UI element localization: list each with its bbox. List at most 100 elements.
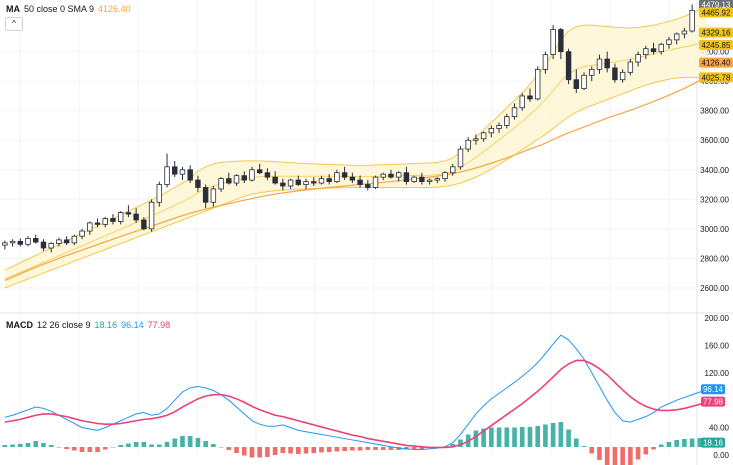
macd-histogram-bar	[241, 447, 247, 456]
macd-histogram-bar	[350, 447, 355, 451]
candle-body	[48, 243, 54, 249]
candle-body	[102, 218, 108, 225]
macd-params: 12 26 close 9	[37, 320, 91, 330]
macd-histogram-bar	[512, 427, 517, 447]
macd-histogram-bar	[674, 440, 680, 447]
candle-body	[210, 188, 217, 203]
candle-body	[187, 169, 193, 181]
macd-histogram-bar	[334, 447, 340, 452]
macd-histogram-bar	[272, 447, 278, 455]
macd-value-label-box	[701, 384, 725, 395]
macd-histogram-bar	[558, 422, 564, 447]
candle-body	[395, 172, 402, 178]
macd-histogram-bar	[265, 447, 270, 457]
price-label-box	[699, 0, 733, 10]
macd-histogram-bar	[164, 442, 170, 447]
chevron-up-icon[interactable]: ^	[5, 17, 23, 31]
macd-histogram-bar	[519, 427, 525, 447]
candle-body	[334, 172, 340, 182]
candle-body	[226, 178, 232, 184]
candle-body	[519, 95, 525, 109]
candle-body	[341, 172, 348, 178]
price-label-box	[699, 27, 733, 38]
candle-body	[565, 51, 572, 81]
candle-body	[419, 176, 425, 182]
macd-histogram-bar	[682, 439, 687, 447]
candle-body	[280, 182, 286, 187]
macd-histogram-bar	[535, 426, 541, 447]
macd-histogram-bar	[203, 441, 208, 447]
y-tick-label: 3600.00	[700, 136, 729, 145]
macd-histogram-bar	[543, 424, 548, 447]
macd-name: MACD	[6, 320, 33, 330]
macd-value-label: 77.98	[703, 398, 724, 407]
macd-histogram-bar	[17, 444, 23, 447]
candle-body	[527, 95, 533, 100]
macd-legend: MACD 12 26 close 9 18.16 96.14 77.98	[6, 320, 174, 330]
macd-histogram-bar	[311, 447, 317, 453]
macd-histogram-bar	[504, 427, 510, 447]
candle-body	[303, 181, 309, 185]
macd-histogram-bar	[95, 447, 100, 452]
candle-body	[311, 181, 317, 184]
candle-body	[249, 169, 255, 181]
candle-body	[56, 239, 62, 244]
macd-histogram-bar	[496, 427, 502, 447]
price-label-box	[699, 7, 733, 18]
macd-histogram-bar	[195, 438, 201, 447]
candle-body	[442, 172, 448, 180]
candle-body	[488, 128, 495, 134]
macd-histogram-bar	[48, 445, 54, 447]
macd-histogram-bar	[149, 444, 154, 447]
candle-body	[117, 212, 124, 222]
candle-body	[596, 58, 603, 70]
macd-histogram-bar	[573, 438, 579, 447]
price-label: 4329.16	[702, 29, 731, 38]
candle-body	[627, 61, 634, 73]
macd-histogram-bar	[72, 447, 77, 451]
macd-histogram-bar	[566, 429, 571, 447]
macd-histogram-bar	[473, 430, 479, 447]
candle-body	[650, 48, 657, 53]
macd-histogram-bar	[373, 447, 378, 450]
price-label: 4479.13	[702, 0, 731, 9]
macd-line-value: 96.14	[121, 320, 144, 330]
macd-histogram-bar	[10, 444, 15, 447]
candle-body	[79, 230, 85, 237]
macd-histogram-bar	[87, 447, 93, 452]
band-lower-line	[4, 76, 708, 289]
macd-histogram-bar	[211, 444, 216, 447]
macd-histogram-bar	[380, 447, 386, 450]
candle-body	[534, 68, 541, 100]
macd-histogram-bar	[64, 447, 69, 449]
macd-histogram-bar	[218, 447, 224, 448]
candle-body	[635, 54, 641, 63]
candle-body	[287, 179, 294, 187]
y-tick-label: 4200.00	[700, 48, 729, 57]
macd-histogram-bar	[141, 442, 147, 447]
macd-histogram-bar	[581, 446, 587, 447]
macd-histogram-bar	[257, 447, 263, 458]
macd-histogram-bar	[404, 447, 409, 450]
price-label-box	[699, 72, 733, 83]
candle-body	[426, 179, 433, 182]
candle-body	[388, 173, 394, 178]
macd-value-label-box	[701, 437, 725, 448]
candle-body	[558, 29, 564, 53]
macd-histogram-bar	[666, 442, 672, 447]
candle-body	[658, 43, 664, 53]
candle-body	[133, 213, 139, 221]
macd-y-tick-label: 40.00	[709, 424, 730, 433]
macd-value-label-box	[701, 396, 725, 407]
ma-name: MA	[6, 4, 20, 14]
candle-body	[480, 132, 487, 140]
price-label: 4025.78	[702, 73, 731, 82]
candle-body	[411, 176, 417, 182]
macd-histogram-bar	[635, 447, 641, 460]
macd-histogram-bar	[295, 447, 301, 454]
macd-histogram-bar	[481, 428, 486, 447]
macd-histogram-bar	[620, 447, 625, 465]
candle-body	[25, 238, 31, 245]
macd-histogram-bar	[489, 427, 494, 447]
